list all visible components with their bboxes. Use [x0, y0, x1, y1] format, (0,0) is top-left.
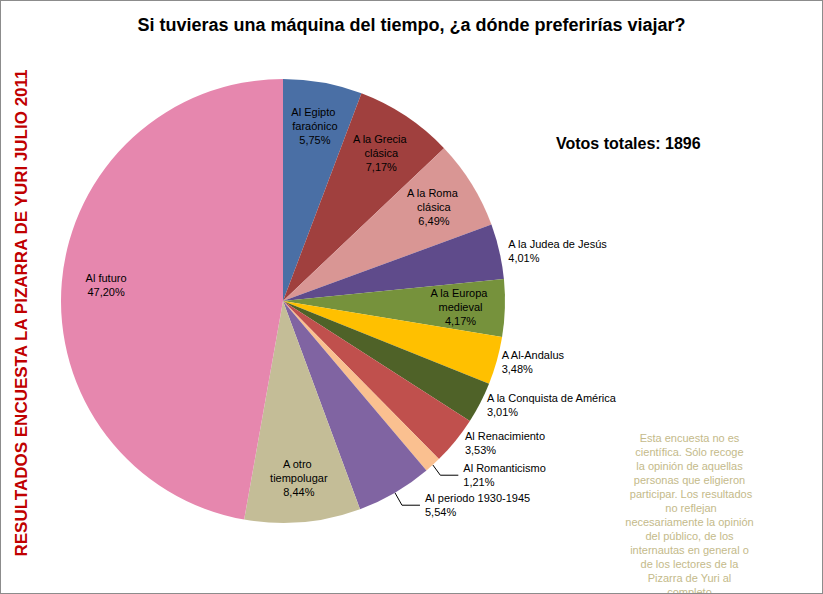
svg-text:Si tuvieras una máquina del ti: Si tuvieras una máquina del tiempo, ¿a d…	[137, 15, 685, 35]
svg-text:internautas en general o: internautas en general o	[630, 544, 752, 556]
svg-text:A Al-Andalus: A Al-Andalus	[502, 349, 565, 361]
svg-text:A la Grecia: A la Grecia	[353, 133, 410, 145]
svg-text:A la Judea de Jesús: A la Judea de Jesús	[508, 238, 607, 250]
svg-text:7,17%: 7,17%	[366, 161, 397, 173]
svg-text:clásica: clásica	[364, 147, 399, 159]
svg-text:completo.: completo.	[667, 586, 715, 593]
svg-text:A la Roma: A la Roma	[407, 187, 461, 199]
svg-text:Pizarra de Yuri al: Pizarra de Yuri al	[648, 572, 735, 584]
svg-text:la opinión de aquellas: la opinión de aquellas	[636, 460, 745, 472]
svg-text:faraónico: faraónico	[292, 120, 337, 132]
svg-text:personas que eligieron: personas que eligieron	[634, 474, 748, 486]
svg-text:Al Egipto: Al Egipto	[291, 106, 338, 118]
svg-text:4,01%: 4,01%	[508, 252, 539, 264]
svg-text:3,53%: 3,53%	[465, 444, 496, 456]
svg-text:47,20%: 47,20%	[87, 286, 125, 298]
svg-text:necesariamente la opinión: necesariamente la opinión	[625, 516, 756, 528]
svg-text:4,17%: 4,17%	[445, 315, 476, 327]
svg-text:Al periodo 1930-1945: Al periodo 1930-1945	[425, 492, 530, 504]
svg-text:clásica: clásica	[417, 201, 452, 213]
svg-text:5,54%: 5,54%	[425, 506, 456, 518]
svg-text:tiempolugar: tiempolugar	[270, 472, 328, 484]
svg-text:A otro: A otro	[283, 458, 315, 470]
svg-text:no reflejan: no reflejan	[662, 502, 719, 514]
svg-text:Al Romanticismo: Al Romanticismo	[463, 462, 546, 474]
svg-text:A la Conquista de América: A la Conquista de América	[487, 392, 617, 404]
svg-text:RESULTADOS ENCUESTA LA PIZARRA: RESULTADOS ENCUESTA LA PIZARRA DE YURI J…	[12, 69, 31, 556]
svg-text:medieval: medieval	[438, 301, 482, 313]
svg-text:Esta encuesta no es: Esta encuesta no es	[640, 432, 743, 444]
svg-text:científica. Sólo recoge: científica. Sólo recoge	[635, 446, 746, 458]
svg-text:3,48%: 3,48%	[502, 363, 533, 375]
svg-text:del público, de los: del público, de los	[645, 530, 736, 542]
svg-text:de los lectores de la: de los lectores de la	[641, 558, 742, 570]
svg-text:3,01%: 3,01%	[487, 406, 518, 418]
svg-text:6,49%: 6,49%	[418, 215, 449, 227]
svg-text:1,21%: 1,21%	[463, 476, 494, 488]
svg-text:Al Renacimiento: Al Renacimiento	[465, 430, 545, 442]
svg-text:8,44%: 8,44%	[283, 486, 314, 498]
svg-text:A la Europa: A la Europa	[431, 287, 491, 299]
svg-text:5,75%: 5,75%	[299, 134, 330, 146]
svg-text:participar. Los resultados: participar. Los resultados	[630, 488, 753, 500]
svg-text:Votos totales: 1896: Votos totales: 1896	[556, 135, 701, 152]
svg-text:Al futuro: Al futuro	[86, 272, 127, 284]
